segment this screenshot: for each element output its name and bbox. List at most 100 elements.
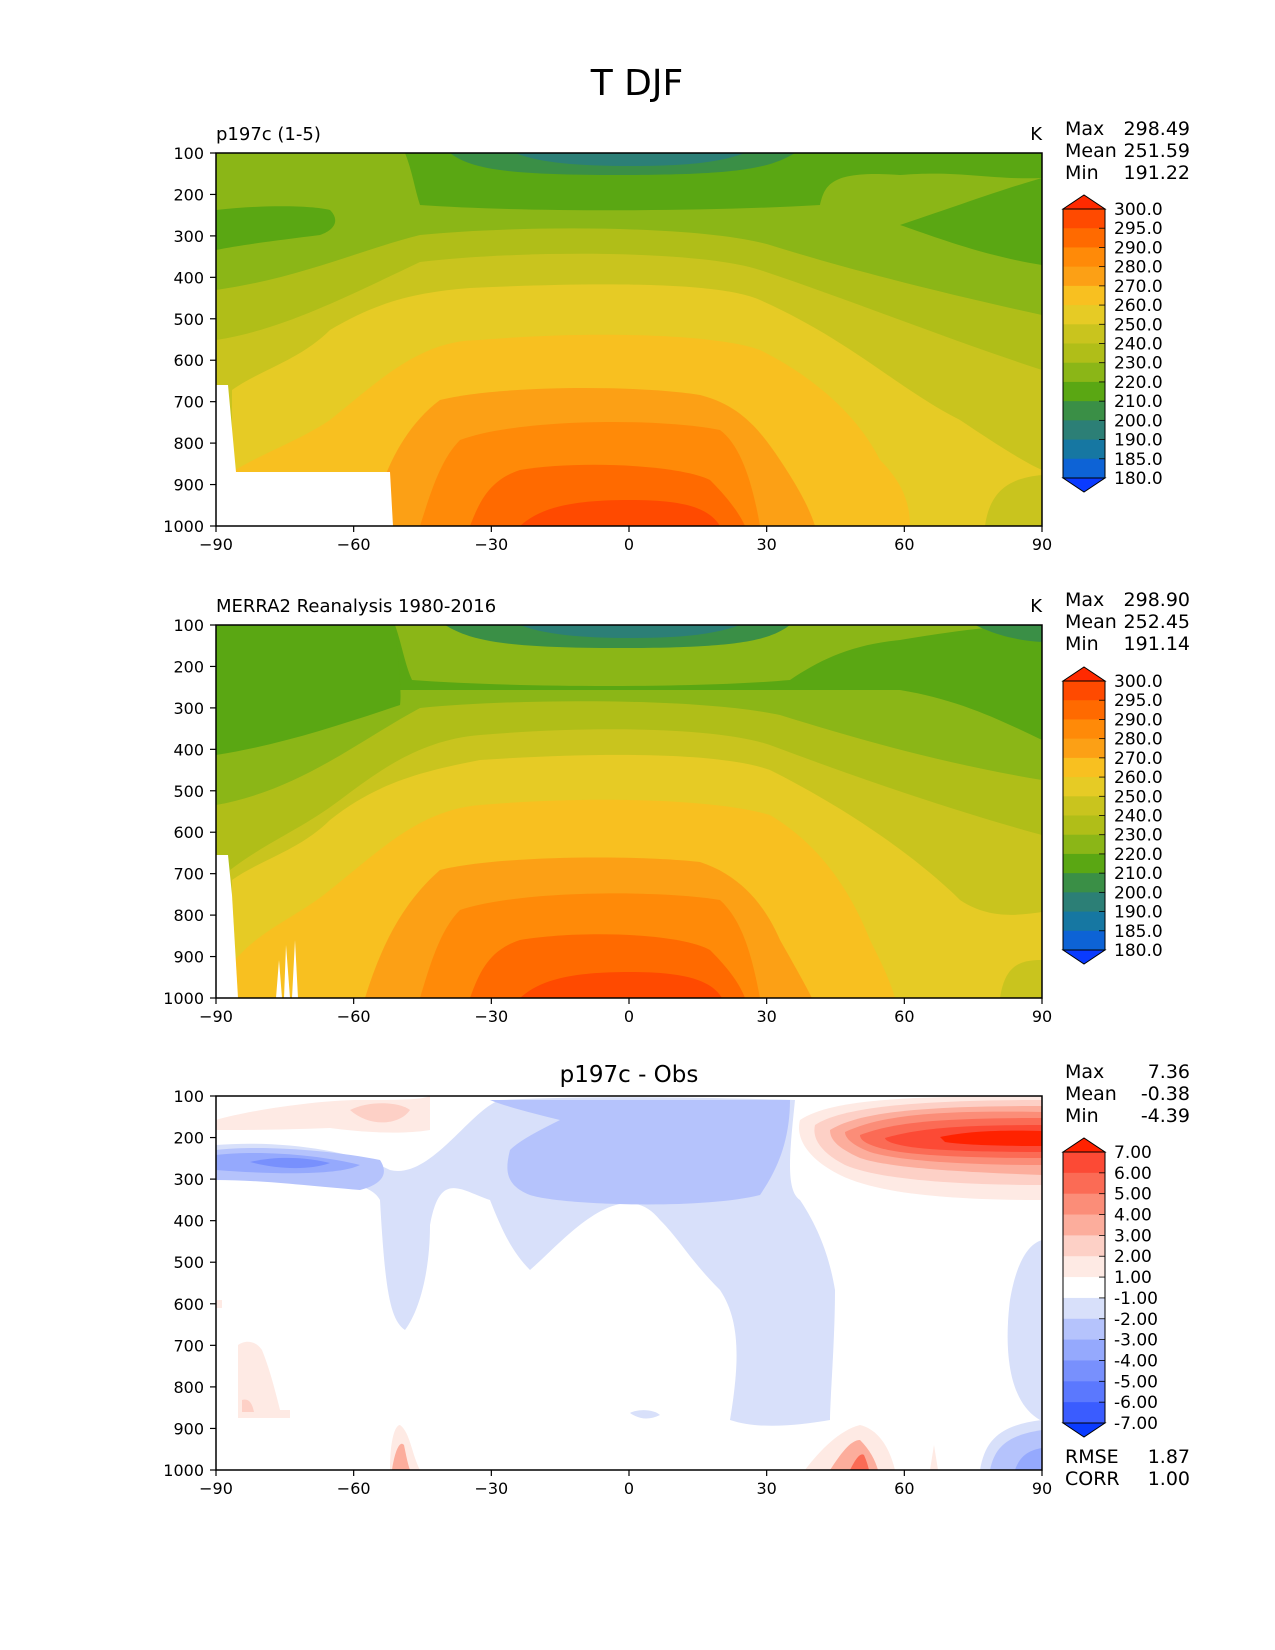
stat-label: Max — [1065, 1061, 1104, 1083]
stat-label: Min — [1065, 633, 1099, 655]
field-band-210-left — [216, 206, 336, 250]
stat-value: 191.14 — [1124, 633, 1190, 655]
colorbar-tick-label: 290.0 — [1114, 710, 1163, 730]
colorbar-tick-label: 230.0 — [1114, 826, 1163, 846]
y-tick-label: 200 — [173, 185, 204, 204]
x-tick-label: 60 — [894, 535, 914, 554]
colorbar-tick-label: -7.00 — [1114, 1414, 1158, 1434]
colorbar-segment — [1063, 458, 1105, 479]
colorbar-tick-label: 250.0 — [1114, 787, 1163, 807]
panel-model-field — [216, 153, 1042, 526]
colorbar-segment — [1063, 719, 1105, 740]
field-band-250-se — [985, 475, 1042, 526]
colorbar-tick-label: 180.0 — [1114, 941, 1163, 961]
colorbar-tick-label: -5.00 — [1114, 1372, 1158, 1392]
field-band-neg1-e — [1007, 1240, 1042, 1420]
colorbar-tick-label: -4.00 — [1114, 1351, 1158, 1371]
y-tick-label: 900 — [173, 476, 204, 495]
x-tick-label: −30 — [474, 1479, 508, 1498]
y-tick-label: 700 — [173, 393, 204, 412]
colorbar-tick-label: 4.00 — [1114, 1206, 1152, 1226]
stat-label: Mean — [1065, 1083, 1117, 1105]
colorbar-frame — [1062, 1151, 1106, 1424]
colorbar-segment — [1063, 1318, 1105, 1341]
x-tick-label: −60 — [337, 1007, 371, 1026]
field-band-pos1-spike — [930, 1445, 938, 1470]
colorbar-tick-label: 290.0 — [1114, 238, 1163, 258]
field-band-200-ne — [975, 625, 1042, 642]
axis-ticks: −90 −60 −30 0 30 60 90 100 200 300 400 500 600 700 800… — [163, 616, 1052, 1026]
figure-title: T DJF — [590, 63, 683, 104]
colorbar-segment — [1063, 209, 1105, 229]
mask-nodata — [216, 855, 238, 998]
y-tick-label: 400 — [173, 1212, 204, 1231]
y-tick-label: 900 — [173, 1419, 204, 1438]
y-tick-label: 300 — [173, 227, 204, 246]
colorbar-segment — [1063, 834, 1105, 855]
colorbar-tick-label: 240.0 — [1114, 335, 1163, 355]
field-band-pos2 — [350, 1103, 410, 1123]
panel-title: p197c - Obs — [560, 1062, 699, 1088]
colorbar-segment — [1063, 1297, 1105, 1320]
y-tick-label: 1000 — [163, 1461, 204, 1480]
colorbar-segment — [1063, 1381, 1105, 1403]
colorbar-segment — [1063, 738, 1105, 759]
colorbar-extend-min — [1061, 1422, 1107, 1438]
colorbar-segment — [1063, 305, 1105, 325]
colorbar-segment — [1063, 1360, 1105, 1382]
colorbar-tick-label: 180.0 — [1114, 469, 1163, 489]
colorbar-segment — [1063, 401, 1105, 421]
y-tick-label: 600 — [173, 351, 204, 370]
colorbar-tick-label: 200.0 — [1114, 883, 1163, 903]
colorbar-tick-label: 260.0 — [1114, 768, 1163, 788]
stat-value: 298.90 — [1124, 589, 1190, 611]
colorbar-tick-label: 190.0 — [1114, 431, 1163, 451]
x-tick-label: 0 — [624, 535, 634, 554]
field-band-pos5-se — [850, 1454, 869, 1470]
stats-block: Max 7.36 Mean -0.38 Min -4.39 — [1065, 1061, 1190, 1127]
colorbar-segment — [1063, 757, 1105, 778]
colorbar-tick-label: 300.0 — [1114, 672, 1163, 692]
y-tick-label: 200 — [173, 657, 204, 676]
stat-value: 298.49 — [1124, 118, 1190, 140]
x-tick-label: 30 — [756, 1007, 776, 1026]
y-tick-label: 500 — [173, 310, 204, 329]
stat-label: Max — [1065, 118, 1104, 140]
colorbar-segment — [1063, 853, 1105, 874]
stat-value: 252.45 — [1124, 611, 1190, 633]
stat-value: 191.22 — [1124, 162, 1190, 184]
colorbar-segment — [1063, 381, 1105, 402]
field-band-pos7-ne — [940, 1130, 1042, 1146]
stat-value: 251.59 — [1124, 140, 1190, 162]
colorbar-segment — [1063, 815, 1105, 836]
colorbar-tick-label: -3.00 — [1114, 1331, 1158, 1351]
y-tick-label: 500 — [173, 782, 204, 801]
field-band-pos3-s — [392, 1443, 410, 1470]
error-stat-label: RMSE — [1065, 1446, 1119, 1468]
colorbar-tick-label: 2.00 — [1114, 1247, 1152, 1267]
colorbar-tick-label: 300.0 — [1114, 200, 1163, 220]
stats-block: Max 298.90 Mean 252.45 Min 191.14 — [1065, 589, 1190, 655]
colorbar-extend-max — [1061, 194, 1107, 210]
field-band-250-se — [1000, 960, 1042, 998]
field-band-190 — [520, 625, 740, 638]
x-tick-label: −30 — [474, 1007, 508, 1026]
colorbar-segment — [1063, 1235, 1105, 1257]
colorbar-segment — [1063, 892, 1105, 913]
colorbar-segment — [1063, 796, 1105, 816]
colorbar-tick-label: 185.0 — [1114, 450, 1163, 470]
field-band-210-right — [900, 178, 1042, 265]
colorbar-segment — [1063, 681, 1105, 701]
y-tick-label: 700 — [173, 865, 204, 884]
colorbar-tick-label: -2.00 — [1114, 1310, 1158, 1330]
colorbar: 7.006.005.004.003.002.001.00-1.00-2.00-3… — [1061, 1137, 1158, 1438]
colorbar-segment — [1063, 1193, 1105, 1216]
x-tick-label: 90 — [1032, 1479, 1052, 1498]
colorbar-tick-label: 7.00 — [1114, 1143, 1152, 1163]
colorbar-segment — [1063, 1172, 1105, 1195]
stat-value: 7.36 — [1148, 1061, 1190, 1083]
colorbar: 300.0295.0290.0280.0270.0260.0250.0240.0… — [1061, 666, 1163, 965]
field-band-neg2-main — [490, 1100, 790, 1205]
error-stat-value: 1.00 — [1148, 1468, 1190, 1490]
